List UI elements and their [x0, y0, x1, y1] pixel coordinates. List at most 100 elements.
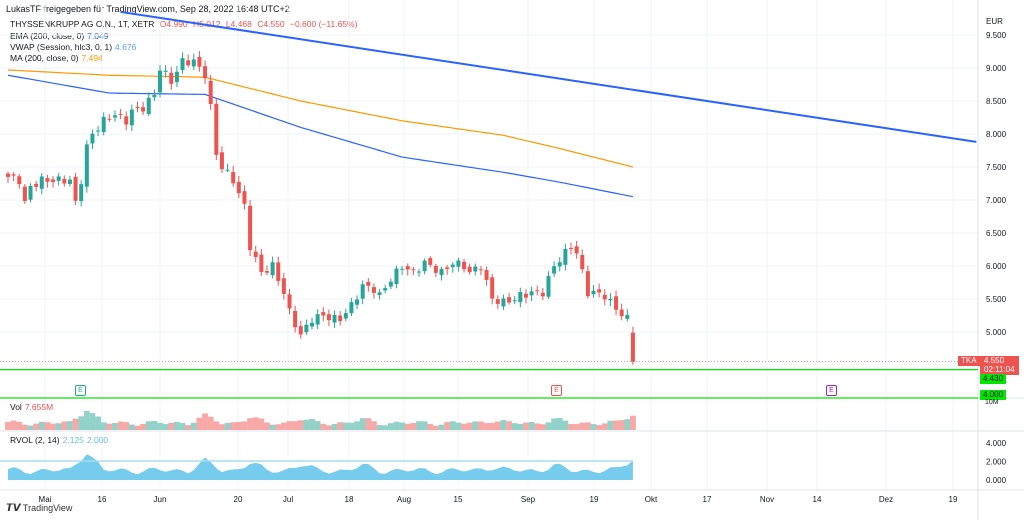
low-value: L4.468	[225, 19, 252, 29]
candle	[84, 140, 89, 193]
volume-bar	[162, 423, 169, 430]
candle	[569, 242, 573, 255]
volume-bar	[607, 420, 614, 430]
candle	[529, 286, 534, 302]
volume-bar	[472, 421, 479, 430]
candle-body	[118, 113, 123, 115]
volume-value: 7.655M	[24, 402, 54, 412]
volume-bar	[134, 425, 141, 430]
x-tick-label: Nov	[760, 495, 774, 504]
candle	[163, 65, 168, 78]
candle-body	[411, 269, 416, 271]
candle	[383, 284, 388, 294]
candle	[236, 175, 241, 199]
y-tick-label: 9.000	[986, 64, 1007, 73]
candle	[405, 263, 410, 276]
ma-legend[interactable]: MA (200, close, 0) 7.494	[10, 53, 103, 63]
candle	[535, 285, 540, 296]
candle-body	[546, 276, 551, 297]
ema-legend[interactable]: EMA (200, close, 0) 7.049	[10, 31, 108, 41]
candle	[608, 293, 613, 307]
candle-body	[129, 109, 134, 126]
y-tick-label: 7.500	[986, 163, 1007, 172]
candle	[467, 263, 472, 275]
volume-bar	[83, 411, 90, 430]
candle	[400, 265, 405, 276]
candle-body	[315, 314, 320, 325]
volume-bar	[286, 421, 293, 430]
candle-body	[197, 56, 202, 67]
earnings-marker[interactable]: E	[551, 385, 562, 396]
candle	[174, 66, 179, 88]
candle-body	[39, 176, 44, 189]
candle	[6, 171, 10, 183]
candle	[225, 163, 230, 173]
candle	[597, 283, 602, 298]
candle-body	[225, 169, 230, 171]
volume-bar	[545, 422, 552, 430]
candle	[11, 172, 16, 182]
volume-bar	[117, 421, 124, 430]
x-tick-label: 15	[454, 495, 463, 504]
candle-body	[349, 302, 354, 314]
candle	[523, 289, 528, 304]
share-header: LukasTF freigegeben für TradingView.com,…	[6, 4, 290, 14]
volume-bar	[247, 418, 253, 430]
candle-body	[208, 80, 213, 105]
earnings-marker[interactable]: E	[75, 385, 86, 396]
volume-bar	[106, 423, 113, 430]
vwap-legend[interactable]: VWAP (Session, hlc3, 0, 1) 4.676	[10, 42, 136, 52]
volume-bar	[590, 424, 597, 430]
volume-bar	[151, 420, 158, 430]
volume-bar	[252, 417, 259, 430]
volume-bar	[359, 418, 366, 430]
candle	[321, 307, 326, 322]
candle	[141, 101, 146, 115]
candle-body	[28, 185, 33, 200]
candle-body	[552, 266, 557, 274]
candle-body	[135, 106, 140, 108]
volume-bar	[416, 421, 422, 430]
volume-bar	[393, 421, 400, 430]
candle	[264, 265, 269, 276]
candle-body	[394, 268, 399, 284]
candle	[135, 101, 140, 113]
candle	[310, 317, 315, 330]
volume-bar	[489, 422, 496, 430]
candle-body	[597, 289, 602, 293]
tradingview-logo[interactable]: 𝙏𝙑 TradingView	[6, 503, 73, 514]
candle-body	[276, 262, 281, 281]
earnings-marker[interactable]: E	[826, 385, 837, 396]
candle-body	[124, 116, 129, 125]
candle	[315, 309, 320, 330]
rvol-legend[interactable]: RVOL (2, 14) 2.125 2.000	[10, 435, 108, 445]
candle-body	[585, 271, 590, 297]
candle	[124, 111, 129, 131]
x-tick-label: 19	[949, 495, 958, 504]
candle	[518, 287, 523, 308]
volume-bar	[235, 421, 242, 430]
candle	[67, 175, 72, 187]
candle-body	[580, 255, 585, 270]
volume-bar	[61, 421, 68, 430]
candle-body	[495, 299, 500, 304]
candle-body	[450, 264, 455, 268]
volume-legend[interactable]: Vol 7.655M	[10, 402, 53, 412]
candle-body	[90, 133, 95, 144]
candle	[360, 280, 365, 305]
volume-bar	[264, 422, 270, 430]
candle	[96, 126, 101, 137]
candle-body	[383, 288, 388, 291]
x-tick-label: Dez	[879, 495, 893, 504]
candle	[557, 257, 562, 272]
volume-axis-label: 10M	[985, 399, 999, 406]
candle-body	[557, 262, 562, 267]
candle	[186, 54, 191, 68]
candle-body	[242, 191, 247, 204]
candle-body	[107, 118, 112, 120]
ma-200-line	[7, 69, 634, 168]
candle-body	[214, 103, 219, 155]
candle	[22, 184, 27, 204]
candle-body	[467, 266, 472, 273]
